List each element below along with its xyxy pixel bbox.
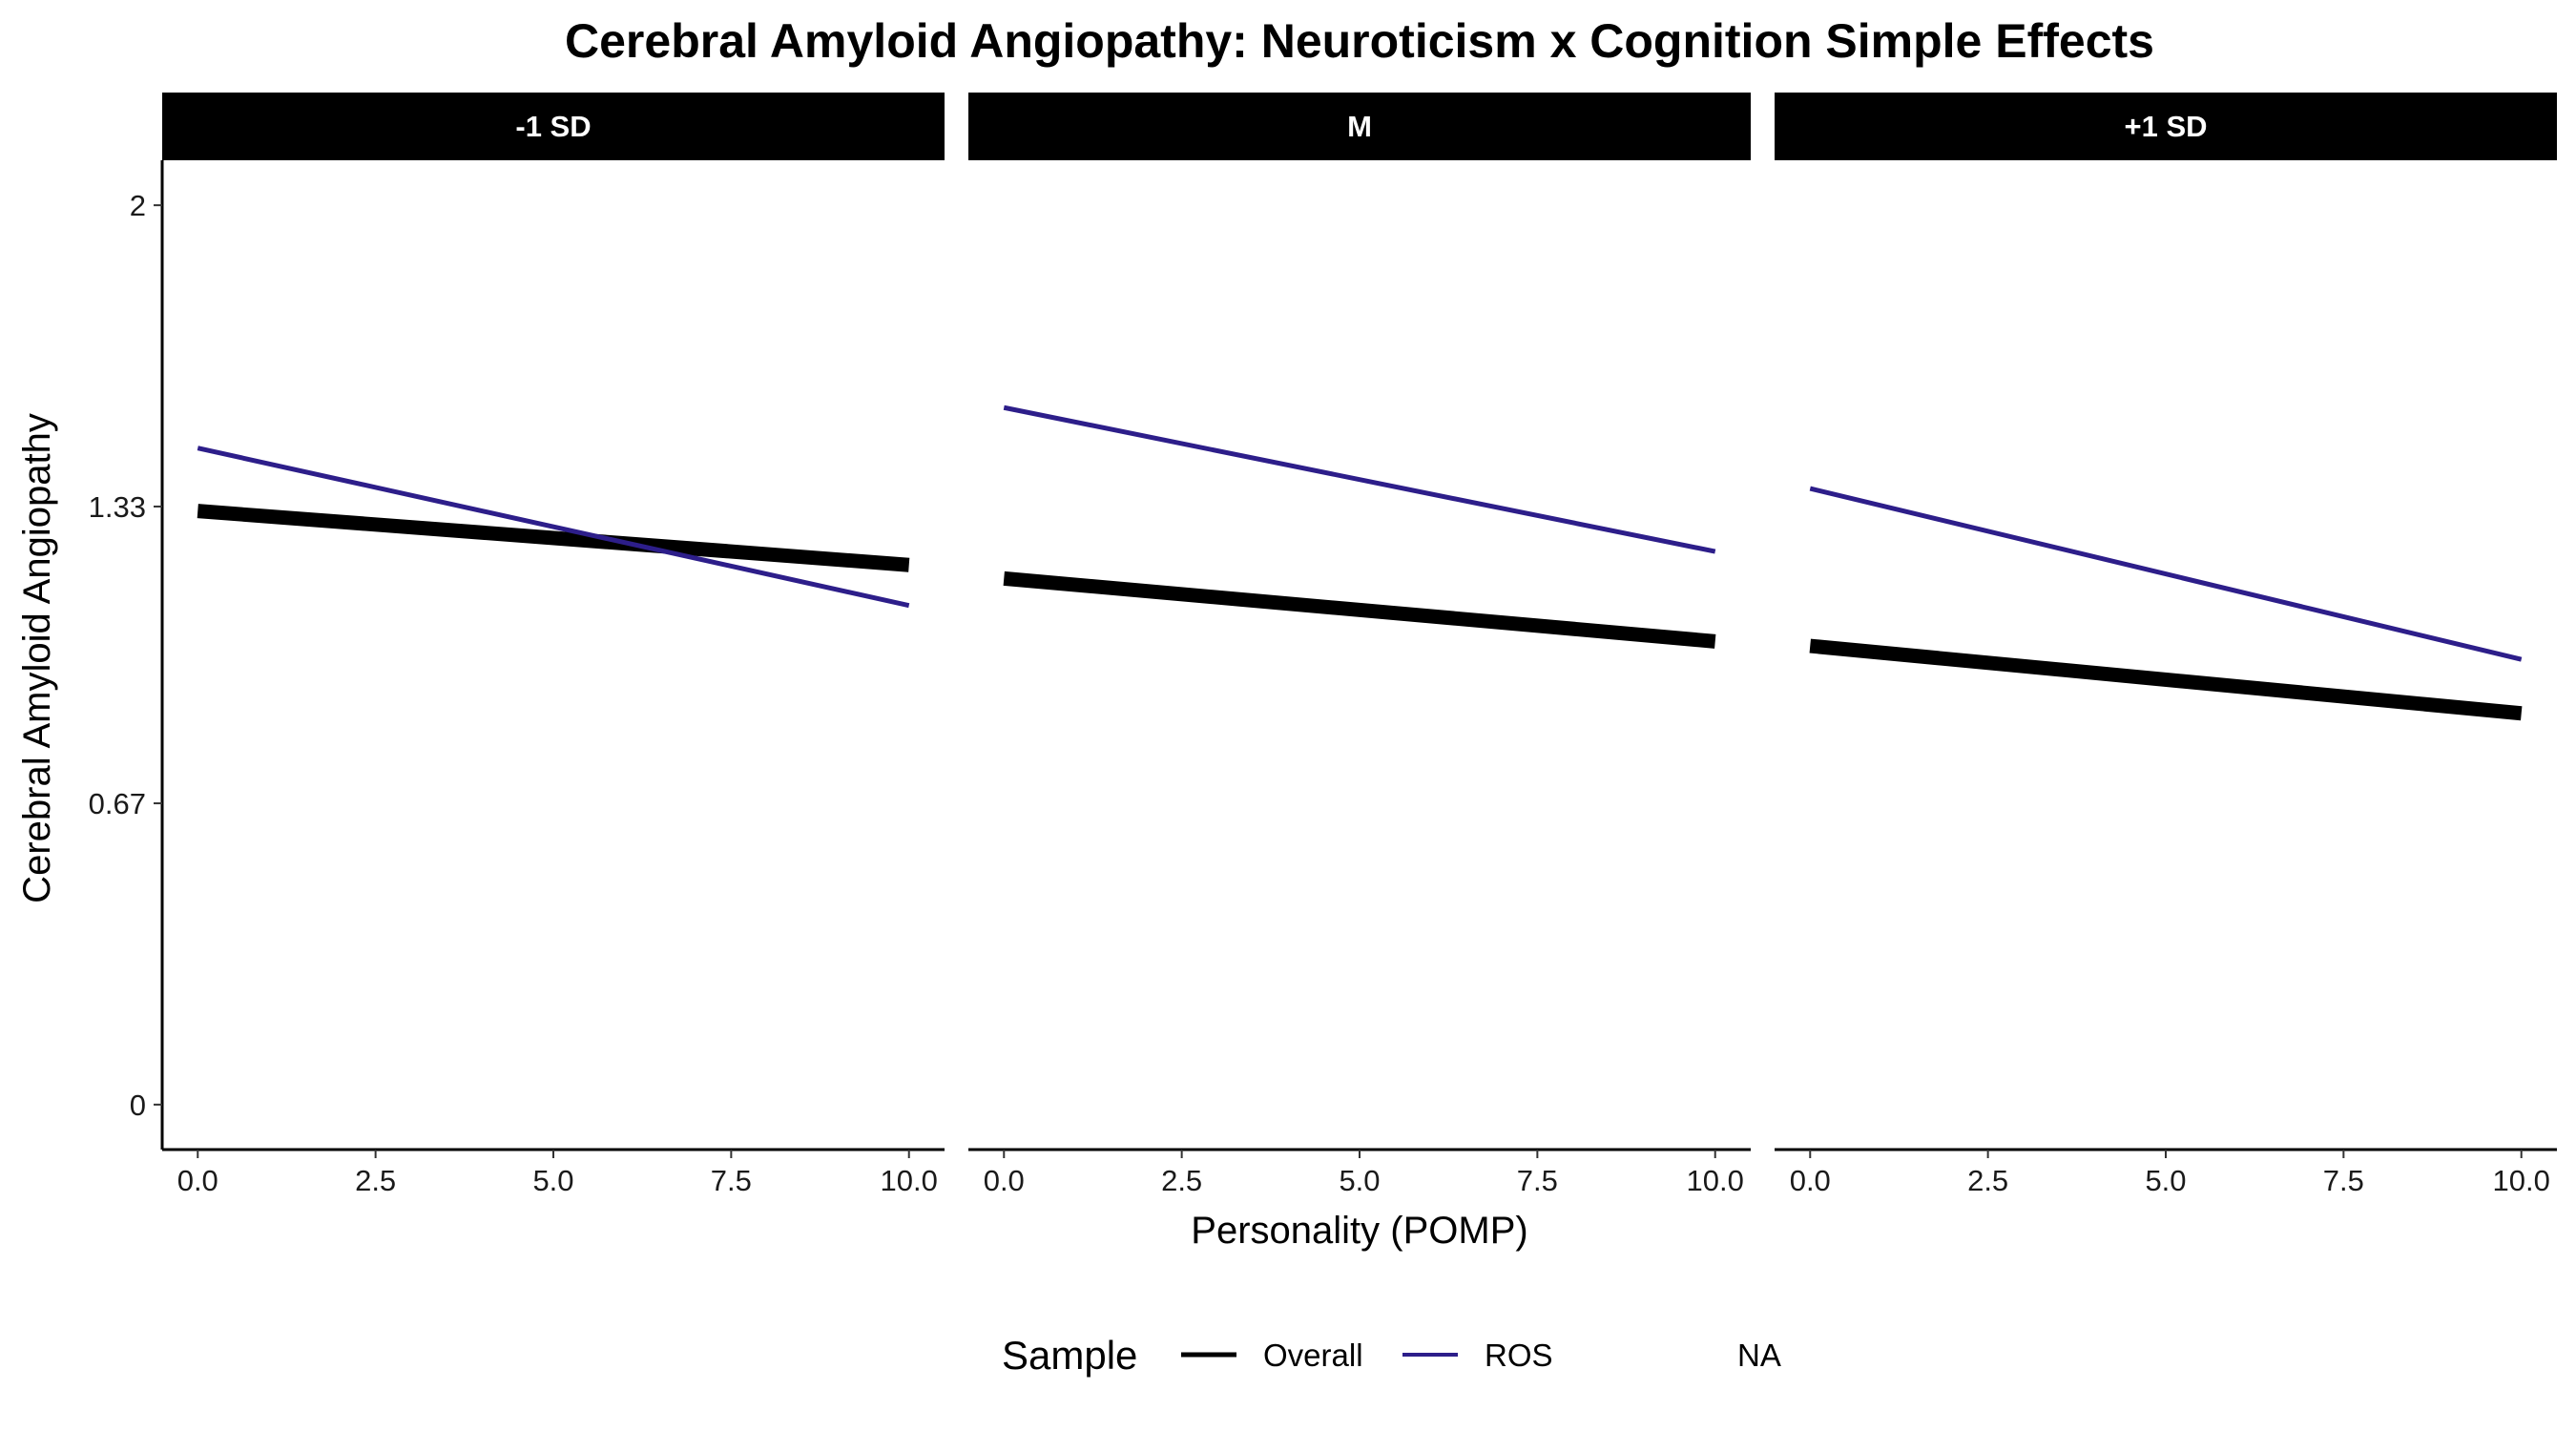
x-tick-label: 0.0 [1790,1164,1831,1197]
series-line-ros [1003,404,1716,554]
panel-3: +1 SD 0.0 2.5 5.0 7.5 10.0 [1775,93,2557,1197]
chart-title: Cerebral Amyloid Angiopathy: Neuroticism… [565,14,2154,68]
x-tick-label: 10.0 [2493,1164,2550,1197]
y-tick-label: 2 [130,189,146,222]
panels-layer: -1 SD 0.0 2.5 5.0 7.5 10.0 0 0.67 1.33 2 M 0.0 2.5 5.… [89,93,2557,1197]
series-line-overall [1003,570,1716,649]
x-tick-label: 5.0 [1339,1164,1380,1197]
legend-label-ros: ROS [1485,1338,1553,1373]
legend: Sample Overall ROS NA [1002,1333,1781,1378]
x-tick-label: 10.0 [1687,1164,1744,1197]
series-line-overall [197,504,910,572]
x-tick-label: 2.5 [1161,1164,1202,1197]
x-tick-label: 7.5 [711,1164,752,1197]
series-line-overall [1809,638,2523,721]
x-tick-label: 7.5 [2323,1164,2364,1197]
panel-strip-label: +1 SD [2124,110,2207,143]
x-tick-label: 5.0 [2145,1164,2186,1197]
x-tick-label: 2.5 [1967,1164,2008,1197]
x-tick-label: 0.0 [177,1164,218,1197]
x-axis-title: Personality (POMP) [1191,1210,1527,1252]
y-tick-label: 0.67 [89,787,146,820]
legend-label-na: NA [1737,1338,1781,1373]
panel-strip [162,93,945,160]
panel-1: -1 SD 0.0 2.5 5.0 7.5 10.0 0 0.67 1.33 2 [89,93,945,1197]
x-tick-label: 0.0 [984,1164,1025,1197]
panel-strip-label: -1 SD [515,110,591,143]
panel-strip [968,93,1751,160]
series-line-ros [197,446,910,609]
x-tick-label: 2.5 [355,1164,396,1197]
x-tick-label: 10.0 [881,1164,938,1197]
y-tick-label: 0 [130,1089,146,1122]
panel-2: M 0.0 2.5 5.0 7.5 10.0 [968,93,1751,1197]
legend-label-overall: Overall [1263,1338,1363,1373]
panel-strip-label: M [1347,110,1372,143]
x-tick-label: 7.5 [1517,1164,1558,1197]
y-tick-label: 1.33 [89,490,146,524]
x-tick-label: 5.0 [532,1164,573,1197]
series-line-ros [1809,486,2523,662]
panel-strip [1775,93,2557,160]
legend-title: Sample [1002,1333,1137,1378]
y-axis-title: Cerebral Amyloid Angiopathy [16,413,58,903]
